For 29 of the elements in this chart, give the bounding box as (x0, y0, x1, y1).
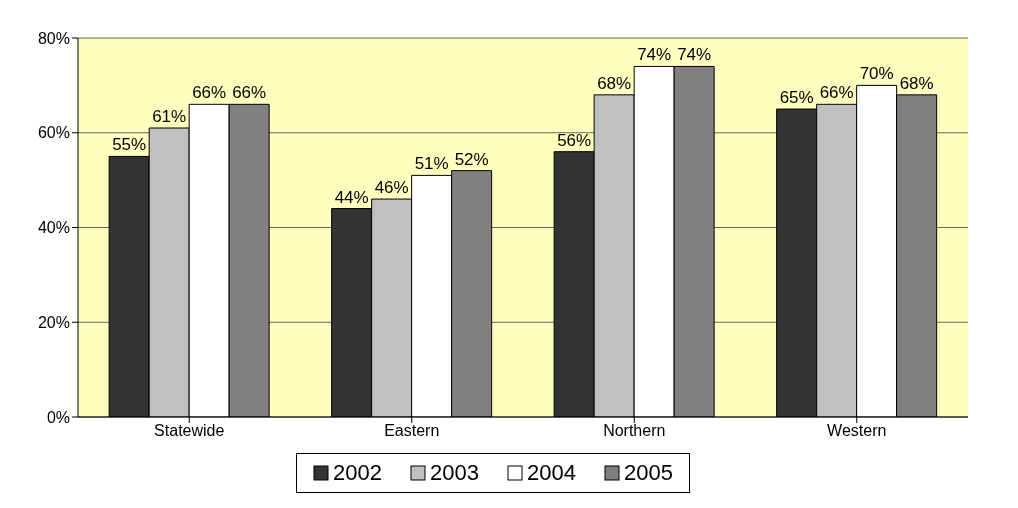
legend-label: 2005 (622, 460, 673, 486)
y-tick-label: 80% (37, 29, 70, 47)
legend-label: 2003 (429, 460, 479, 486)
legend-label: 2004 (526, 460, 576, 486)
x-tick-label: Eastern (384, 422, 440, 440)
data-label: 74% (677, 45, 712, 65)
data-label: 52% (454, 149, 489, 169)
data-label: 66% (819, 83, 854, 103)
y-tick-label: 0% (46, 408, 70, 426)
data-label: 74% (637, 45, 672, 65)
data-label: 68% (597, 73, 632, 93)
legend-label: 2002 (332, 460, 383, 486)
x-tick-label: Statewide (154, 422, 225, 440)
y-tick-label: 60% (37, 124, 70, 142)
data-label: 65% (779, 88, 814, 108)
data-label: 68% (899, 73, 934, 93)
data-label: 55% (112, 135, 147, 155)
data-label: 66% (192, 83, 227, 103)
data-label: 46% (374, 178, 409, 198)
x-tick-label: Northern (603, 422, 666, 440)
data-label: 61% (152, 107, 187, 127)
y-tick-label: 40% (37, 219, 70, 237)
x-tick-label: Western (827, 422, 887, 440)
data-label: 70% (859, 64, 894, 84)
y-tick-label: 20% (37, 313, 70, 331)
data-label: 56% (557, 130, 592, 150)
data-label: 51% (414, 154, 449, 174)
data-label: 66% (232, 83, 267, 103)
data-label: 44% (334, 187, 369, 207)
